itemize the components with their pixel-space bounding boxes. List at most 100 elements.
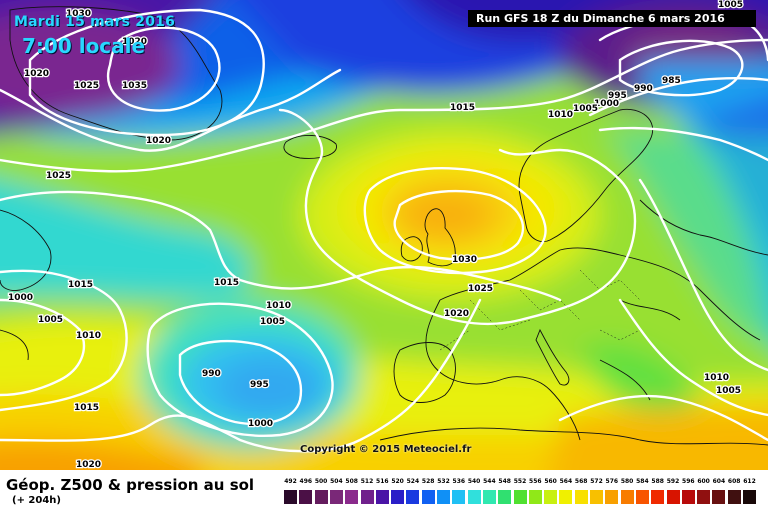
- isobar-label-iso-1025-c: 1025: [468, 284, 493, 294]
- legend-swatch: [574, 490, 588, 504]
- map-footer: Géop. Z500 & pression au sol (+ 204h) 49…: [0, 470, 768, 512]
- legend-label: 548: [498, 478, 511, 485]
- isobar-label-iso-1015-w: 1015: [68, 280, 93, 290]
- legend-swatch: [314, 490, 328, 504]
- field-title: Géop. Z500 & pression au sol: [6, 476, 255, 494]
- isobar-label-iso-995-low: 995: [250, 380, 269, 390]
- borders: [439, 269, 641, 351]
- forecast-time: 7:00 locale: [22, 34, 146, 58]
- legend-label: 540: [467, 478, 481, 485]
- legend-swatch: [482, 490, 496, 504]
- forecast-lead: (+ 204h): [12, 495, 61, 506]
- legend-swatch: [513, 490, 527, 504]
- isobar-label-iso-1035: 1035: [122, 81, 147, 91]
- legend-swatch: [620, 490, 634, 504]
- legend-label: 520: [391, 478, 404, 485]
- legend-label: 536: [452, 478, 466, 485]
- legend-label: 580: [620, 478, 634, 485]
- legend-label: 508: [345, 478, 358, 485]
- isobar-label-iso-1020-nw: 1020: [24, 69, 49, 79]
- isobar-label-iso-1020-c: 1020: [444, 309, 469, 319]
- legend-label: 572: [590, 478, 603, 485]
- legend-label: 516: [376, 478, 389, 485]
- isobar-label-iso-990-low: 990: [202, 369, 221, 379]
- legend-swatch: [681, 490, 695, 504]
- legend-swatch: [559, 490, 573, 504]
- legend-swatch: [743, 490, 756, 504]
- forecast-date: Mardi 15 mars 2016: [14, 14, 176, 30]
- legend-swatch: [329, 490, 343, 504]
- geopotential-field: [0, 0, 768, 470]
- legend-swatch: [697, 490, 711, 504]
- legend-label: 608: [727, 478, 741, 485]
- isobar-label-iso-995-ne: 995: [608, 91, 627, 101]
- legend-swatch: [345, 490, 359, 504]
- legend-label: 576: [605, 478, 619, 485]
- isobar-label-iso-985: 985: [662, 76, 681, 86]
- legend-label: 524: [406, 478, 420, 485]
- isobar-label-iso-1000-low: 1000: [248, 419, 273, 429]
- legend-swatch: [712, 490, 726, 504]
- isobar-label-iso-990-ne: 990: [634, 84, 653, 94]
- legend-swatch: [727, 490, 741, 504]
- isobar-label-iso-1030-nw: 1030: [66, 9, 91, 19]
- legend-swatch: [452, 490, 466, 504]
- isobar-label-iso-1015-n: 1015: [450, 103, 475, 113]
- isobar-label-iso-1005-ne: 1005: [718, 0, 743, 10]
- legend-label: 592: [666, 478, 680, 485]
- legend-swatch: [590, 490, 603, 504]
- legend-swatch: [406, 490, 420, 504]
- isobar-label-iso-1025-w: 1025: [46, 171, 71, 181]
- isobar-labels: 1030 1020 1020 1025 1035 1020 1025 1005 985 990 99…: [7, 0, 745, 470]
- legend-label: 532: [437, 478, 450, 485]
- isobar-label-iso-1005-atl: 1005: [260, 317, 285, 327]
- legend-label: 612: [743, 478, 756, 485]
- isobar-label-iso-1030-c: 1030: [452, 255, 477, 265]
- legend-label: 604: [712, 478, 726, 485]
- legend-label: 544: [483, 478, 496, 485]
- isobar-label-iso-1025-nw: 1025: [74, 81, 99, 91]
- isobar-label-iso-1020-sw: 1020: [76, 460, 101, 470]
- isobar-label-iso-1000-ne: 1000: [594, 99, 619, 109]
- isobar-label-iso-1010-w: 1010: [76, 331, 101, 341]
- isobar-label-iso-1010-atl: 1010: [266, 301, 291, 311]
- legend-label: 564: [559, 478, 573, 485]
- legend-swatch: [467, 490, 481, 504]
- isobar-label-iso-1010-ne: 1010: [548, 110, 573, 120]
- map-canvas: 1030 1020 1020 1025 1035 1020 1025 1005 985 990 99…: [0, 0, 768, 470]
- isobar-label-iso-1000-w: 1000: [8, 293, 33, 303]
- legend-label: 596: [682, 478, 695, 485]
- legend-label: 560: [544, 478, 557, 485]
- legend-label: 552: [513, 478, 527, 485]
- legend-swatch: [437, 490, 450, 504]
- legend-swatch: [421, 490, 435, 504]
- isobar-label-iso-1020-top: 1020: [122, 37, 147, 47]
- isobars: [0, 8, 768, 453]
- legend-label: 512: [360, 478, 374, 485]
- legend-swatch: [391, 490, 405, 504]
- isobar-label-iso-1020-mid: 1020: [146, 136, 171, 146]
- isobar-label-iso-1010-e: 1010: [704, 373, 729, 383]
- legend-label: 496: [299, 478, 313, 485]
- legend-label: 504: [330, 478, 343, 485]
- legend-swatch: [498, 490, 512, 504]
- legend-label: 556: [529, 478, 542, 485]
- weather-map: 1030 1020 1020 1025 1035 1020 1025 1005 985 990 99…: [0, 0, 768, 470]
- legend-label: 500: [314, 478, 328, 485]
- legend-label: 528: [421, 478, 435, 485]
- isobar-label-iso-1015-sw: 1015: [74, 403, 99, 413]
- isobar-label-iso-1015-atl: 1015: [214, 278, 239, 288]
- legend-label: 584: [636, 478, 649, 485]
- model-run-label: Run GFS 18 Z du Dimanche 6 mars 2016: [468, 10, 756, 27]
- copyright-notice: Copyright © 2015 Meteociel.fr: [300, 444, 472, 455]
- legend-swatch: [299, 490, 313, 504]
- legend-swatch: [605, 490, 619, 504]
- legend-label: 492: [284, 478, 297, 485]
- legend-swatch: [651, 490, 665, 504]
- legend-swatch: [666, 490, 680, 504]
- legend-label: 600: [697, 478, 710, 485]
- isobar-label-iso-1005-w: 1005: [38, 315, 63, 325]
- legend-swatch: [284, 490, 297, 504]
- legend-swatch: [528, 490, 542, 504]
- legend-swatch: [635, 490, 649, 504]
